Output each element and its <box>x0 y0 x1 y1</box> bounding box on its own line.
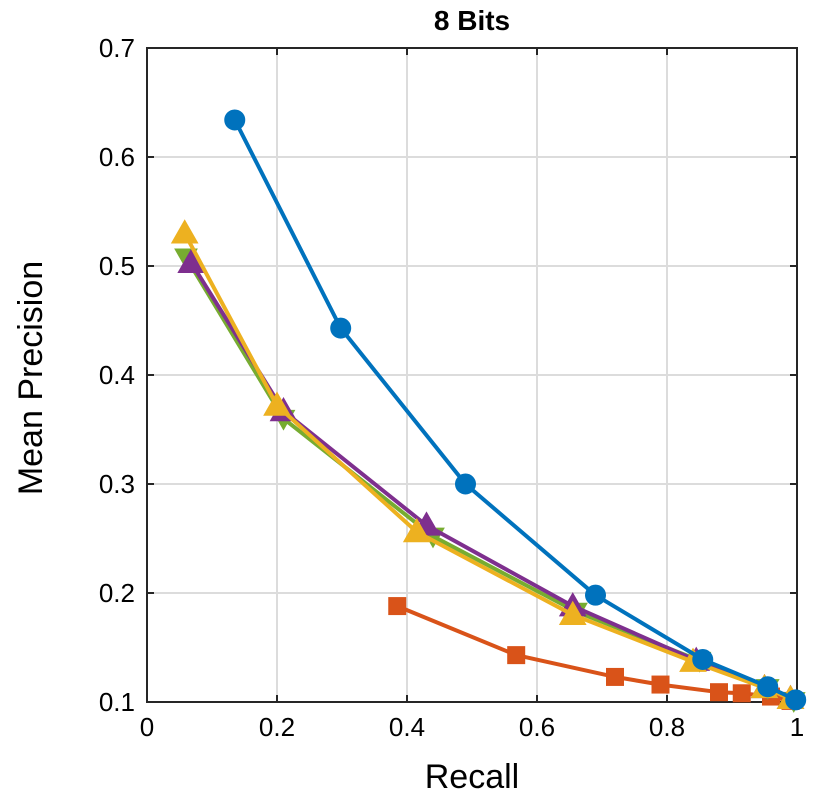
x-tick-label: 0.6 <box>519 712 555 742</box>
y-tick-label: 0.7 <box>99 33 135 63</box>
series-orange-square-marker <box>732 684 751 703</box>
series-yellow-triangle-up-line <box>182 232 792 701</box>
grid <box>147 48 797 702</box>
series-blue-circle-line <box>233 118 797 702</box>
series-yellow-triangle-up-marker <box>170 219 199 244</box>
chart-title: 8 Bits <box>434 5 510 36</box>
y-tick-label: 0.3 <box>99 469 135 499</box>
series-group <box>170 109 807 713</box>
series-purple-triangle-up-line <box>189 261 792 701</box>
y-tick-label: 0.1 <box>99 687 135 717</box>
x-tick-label: 0.8 <box>649 712 685 742</box>
y-tick-label: 0.6 <box>99 142 135 172</box>
series-blue-circle-marker <box>785 689 807 711</box>
series-blue-circle <box>224 109 807 711</box>
series-yellow-triangle-up-marker <box>402 517 431 543</box>
series-blue-circle-marker <box>757 676 779 698</box>
series-yellow-triangle-up-marker <box>558 600 587 626</box>
series-orange-square-marker <box>388 597 407 616</box>
x-tick-label: 1 <box>790 712 804 742</box>
x-tick-label: 0.4 <box>389 712 425 742</box>
series-orange-square-marker <box>651 675 670 694</box>
series-orange-square-marker <box>710 683 728 702</box>
series-orange-square-marker <box>606 667 624 686</box>
series-yellow-triangle-up-marker <box>263 391 291 416</box>
series-blue-circle-marker <box>224 109 246 131</box>
y-tick-label: 0.2 <box>99 578 135 608</box>
y-axis-label: Mean Precision <box>12 261 50 495</box>
x-axis-label: Recall <box>425 758 519 796</box>
series-blue-circle-marker <box>455 473 476 495</box>
series-blue-circle-marker <box>330 317 352 339</box>
series-blue-circle-marker <box>692 648 714 670</box>
y-tick-label: 0.5 <box>99 251 135 281</box>
axis-ticks: 0 0.2 0.4 0.6 0.8 1 0.1 0.2 0.3 0.4 0.5 0.6 0.7 <box>99 33 804 742</box>
series-purple-triangle-up <box>177 248 805 709</box>
series-yellow-triangle-up <box>170 219 805 709</box>
x-tick-label: 0.2 <box>259 712 295 742</box>
series-blue-circle-marker <box>585 584 606 606</box>
series-orange-square-marker <box>507 646 526 665</box>
x-tick-label: 0 <box>140 712 154 742</box>
y-tick-label: 0.4 <box>99 360 135 390</box>
